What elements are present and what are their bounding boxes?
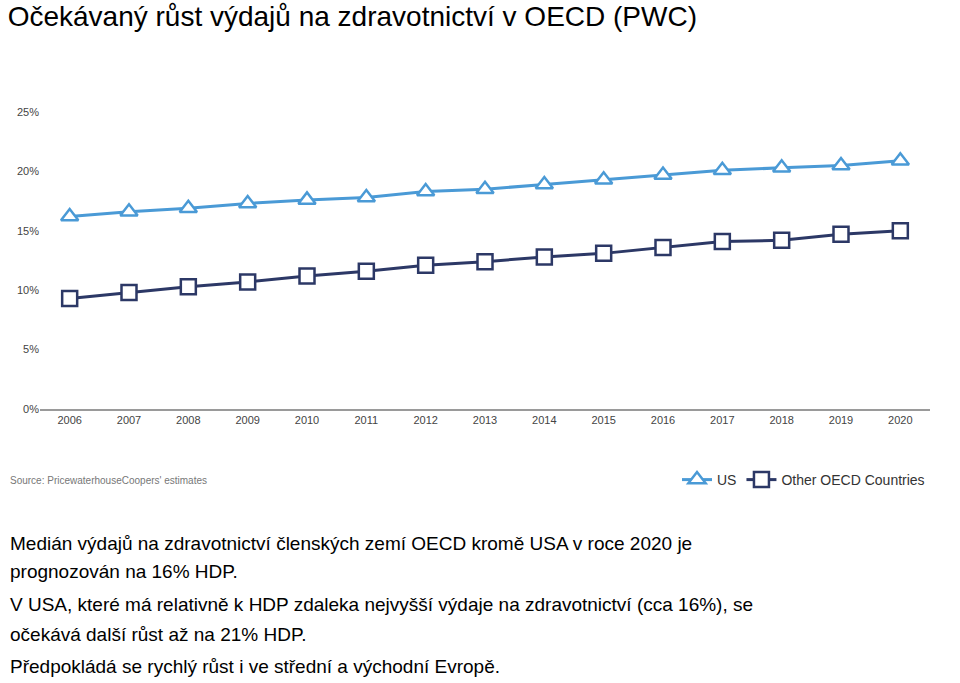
svg-text:US: US	[717, 472, 736, 488]
svg-text:5%: 5%	[23, 343, 39, 355]
svg-text:2011: 2011	[355, 414, 379, 426]
svg-text:0%: 0%	[23, 403, 39, 415]
svg-text:15%: 15%	[17, 225, 39, 237]
svg-text:Other OECD Countries: Other OECD Countries	[781, 472, 924, 488]
svg-text:Source: PricewaterhouseCoopers: Source: PricewaterhouseCoopers' estimate…	[10, 475, 207, 486]
svg-text:2016: 2016	[651, 414, 675, 426]
svg-text:2019: 2019	[829, 414, 853, 426]
svg-text:Předpokládá se rychlý růst i v: Předpokládá se rychlý růst i ve střední …	[10, 656, 500, 677]
svg-text:Očekávaný růst výdajů na zdrav: Očekávaný růst výdajů na zdravotnictví v…	[8, 1, 697, 32]
svg-text:2006: 2006	[57, 414, 81, 426]
svg-text:očekává další růst až na 21% H: očekává další růst až na 21% HDP.	[10, 624, 306, 645]
svg-text:2009: 2009	[235, 414, 259, 426]
svg-text:Medián výdajů na zdravotnictví: Medián výdajů na zdravotnictví členských…	[10, 533, 692, 554]
svg-text:25%: 25%	[17, 106, 39, 118]
svg-text:2010: 2010	[295, 414, 319, 426]
svg-text:10%: 10%	[17, 284, 39, 296]
svg-text:2008: 2008	[176, 414, 200, 426]
svg-text:20%: 20%	[17, 165, 39, 177]
svg-text:2017: 2017	[710, 414, 734, 426]
svg-text:2014: 2014	[532, 414, 556, 426]
svg-text:2007: 2007	[117, 414, 141, 426]
svg-text:2012: 2012	[413, 414, 437, 426]
svg-text:2020: 2020	[888, 414, 912, 426]
svg-text:2015: 2015	[591, 414, 615, 426]
svg-text:2013: 2013	[473, 414, 497, 426]
svg-text:V USA, které má relativně k HD: V USA, které má relativně k HDP zdaleka …	[10, 594, 753, 615]
svg-text:2018: 2018	[769, 414, 793, 426]
svg-text:prognozován na 16% HDP.: prognozován na 16% HDP.	[10, 561, 238, 582]
